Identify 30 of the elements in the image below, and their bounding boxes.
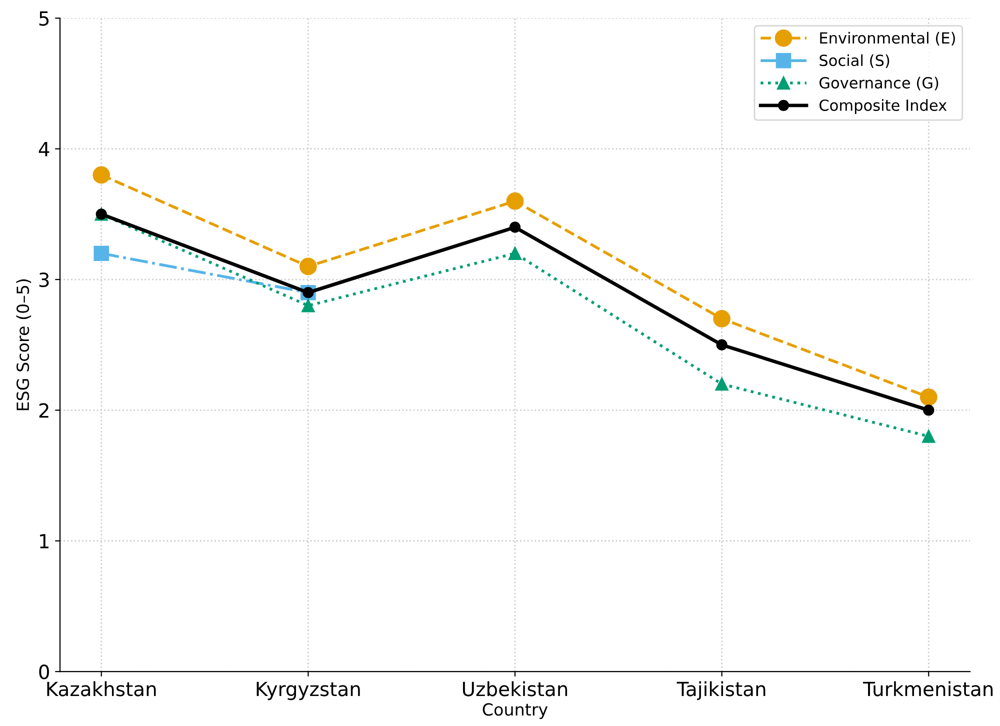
y-tick-label: 2 [39, 403, 48, 418]
x-tick-label: Tajikistan [676, 681, 766, 700]
point [922, 430, 936, 443]
y-tick-label: 5 [39, 11, 49, 26]
x-tick-label: Turkmenistan [863, 681, 993, 696]
point [94, 246, 110, 262]
legend-label: Governance (G) [820, 76, 938, 90]
x-tick-label: Kyrgyzstan [256, 682, 360, 700]
legend-label: Social (S) [820, 54, 890, 68]
point [713, 310, 730, 328]
y-tick-label: 4 [38, 142, 50, 156]
point [920, 388, 938, 406]
point [715, 377, 728, 391]
point [300, 258, 317, 276]
point [506, 192, 524, 210]
x-axis-title: Country [482, 703, 548, 719]
y-axis-title: ESG Score (0–5) [16, 279, 32, 410]
point [509, 222, 521, 233]
point [302, 299, 315, 312]
y-tick-label: 0 [39, 664, 49, 680]
legend-label: Composite Index [820, 99, 947, 114]
point [92, 166, 110, 184]
legend-label: Environmental (E) [820, 32, 955, 46]
x-tick-label: Uzbekistan [462, 681, 568, 696]
point [923, 404, 934, 416]
point [508, 246, 522, 260]
y-tick-label: 1 [40, 534, 48, 548]
x-tick-label: Kazakhstan [47, 681, 156, 696]
y-tick-label: 3 [39, 272, 49, 288]
point [716, 339, 728, 350]
